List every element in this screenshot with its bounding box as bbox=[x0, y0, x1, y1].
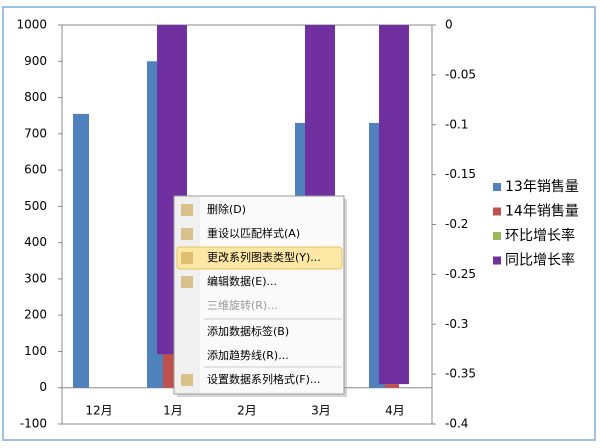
x-tick-label: 4月 bbox=[385, 404, 405, 418]
y-tick-label: 100 bbox=[24, 344, 47, 358]
y2-tick-label: -0.25 bbox=[445, 267, 476, 281]
menu-item: 三维旋转(R)... bbox=[207, 298, 278, 312]
menu-icon-column bbox=[175, 197, 200, 393]
y2-tick-label: -0.05 bbox=[445, 67, 476, 81]
y2-tick-label: -0.35 bbox=[445, 367, 476, 381]
menu-icon bbox=[181, 204, 193, 216]
y-tick-label: 900 bbox=[24, 54, 47, 68]
y2-tick-label: -0.1 bbox=[445, 117, 468, 131]
menu-item[interactable]: 重设以匹配样式(A) bbox=[207, 226, 300, 240]
bar bbox=[385, 384, 399, 388]
menu-item[interactable]: 编辑数据(E)... bbox=[207, 274, 277, 288]
x-tick-label: 1月 bbox=[163, 404, 183, 418]
y-tick-label: 200 bbox=[24, 308, 47, 322]
y-tick-label: 0 bbox=[39, 380, 47, 394]
bar bbox=[379, 25, 409, 385]
menu-item[interactable]: 删除(D) bbox=[207, 202, 246, 216]
x-tick-label: 3月 bbox=[311, 404, 331, 418]
legend-label: 14年销售量 bbox=[505, 204, 579, 220]
menu-item[interactable]: 设置数据系列格式(F)... bbox=[207, 372, 320, 386]
legend-label: 13年销售量 bbox=[505, 179, 579, 195]
y2-tick-label: -0.2 bbox=[445, 217, 468, 231]
menu-item[interactable]: 添加趋势线(R)... bbox=[207, 348, 289, 362]
y2-tick-label: -0.15 bbox=[445, 167, 476, 181]
legend-swatch bbox=[493, 256, 501, 265]
legend-label: 同比增长率 bbox=[505, 252, 575, 269]
legend-swatch bbox=[493, 232, 501, 240]
menu-icon bbox=[181, 252, 193, 264]
y-tick-label: 500 bbox=[24, 199, 47, 213]
legend-label: 环比增长率 bbox=[505, 227, 575, 244]
plot-area: -100 0 100 200 300 400 500 600 700 800 900 1000 -0.4… bbox=[16, 18, 578, 431]
y-tick-label: 1000 bbox=[16, 18, 47, 32]
x-tick-label: 2月 bbox=[237, 404, 257, 418]
y-tick-label: 600 bbox=[24, 163, 47, 177]
y2-tick-label: -0.4 bbox=[445, 417, 468, 431]
y-tick-label: -100 bbox=[20, 417, 47, 431]
menu-icon bbox=[181, 276, 193, 288]
y-tick-label: 800 bbox=[24, 90, 47, 104]
legend-swatch bbox=[493, 207, 501, 216]
y2-tick-label: 0 bbox=[445, 18, 453, 32]
y-tick-label: 300 bbox=[24, 271, 47, 285]
context-menu: 删除(D) 重设以匹配样式(A) 更改系列图表类型(Y)... 编辑数据(E)... 三… bbox=[173, 195, 347, 397]
bar bbox=[73, 113, 89, 388]
menu-highlight bbox=[176, 246, 343, 270]
menu-icon bbox=[181, 228, 193, 240]
x-tick-label: 12月 bbox=[85, 404, 112, 418]
legend-swatch bbox=[493, 183, 501, 191]
y2-tick-label: -0.3 bbox=[445, 317, 468, 331]
menu-item[interactable]: 更改系列图表类型(Y)... bbox=[207, 250, 321, 264]
menu-item[interactable]: 添加数据标签(B) bbox=[207, 324, 289, 338]
y-tick-label: 400 bbox=[24, 235, 47, 249]
y-tick-label: 700 bbox=[24, 126, 47, 140]
menu-box bbox=[173, 195, 345, 395]
menu-icon bbox=[181, 374, 193, 386]
